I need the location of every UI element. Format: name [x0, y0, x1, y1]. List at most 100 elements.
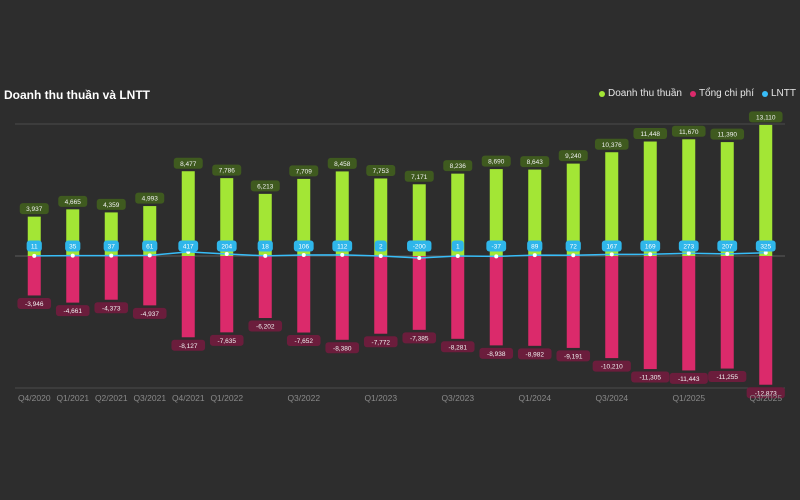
revenue-data-label-bg [327, 157, 357, 169]
cost-bar [643, 256, 657, 370]
cost-bar [720, 256, 734, 369]
profit-point [378, 253, 383, 258]
profit-point [224, 251, 229, 256]
profit-data-label: 89 [531, 244, 539, 251]
cost-data-label: -11,255 [716, 374, 738, 381]
revenue-bar [682, 139, 696, 256]
profit-data-label-bg [755, 240, 776, 252]
cost-data-label-bg [55, 305, 90, 317]
legend: Doanh thu thuần Tổng chi phí LNTT [599, 88, 796, 99]
profit-point [571, 253, 576, 258]
revenue-data-label-bg [250, 180, 280, 192]
profit-data-label-bg [717, 240, 738, 252]
profit-point [763, 250, 768, 255]
chart-title: Doanh thu thuần và LNTT [4, 88, 150, 102]
legend-item-revenue[interactable]: Doanh thu thuần [599, 88, 682, 99]
profit-data-label-bg [527, 240, 543, 252]
legend-item-profit[interactable]: LNTT [762, 88, 796, 99]
cost-data-label: -4,373 [102, 305, 121, 312]
revenue-data-label: 8,458 [334, 161, 351, 168]
cost-data-label-bg [363, 336, 398, 348]
cost-bar [605, 256, 619, 359]
revenue-data-label: 6,213 [257, 183, 274, 190]
x-tick-label: Q3/2022 [287, 393, 320, 403]
cost-bar [104, 256, 118, 300]
profit-data-label-bg [293, 240, 314, 252]
profit-data-label: 72 [570, 244, 578, 251]
profit-data-label-bg [678, 240, 699, 252]
profit-data-label-bg [103, 240, 119, 252]
cost-data-label-bg [517, 348, 552, 360]
revenue-data-label: 11,390 [718, 132, 738, 139]
profit-point [686, 251, 691, 256]
cost-data-label-bg [746, 387, 785, 399]
cost-data-label-bg [94, 302, 129, 314]
cost-bar [27, 256, 41, 296]
revenue-data-label: 9,240 [565, 153, 582, 160]
profit-data-label-bg [216, 240, 237, 252]
cost-data-label-bg [17, 297, 52, 309]
revenue-data-label: 4,359 [103, 202, 120, 209]
revenue-data-label-bg [710, 128, 745, 140]
cost-data-label: -4,937 [141, 311, 160, 318]
revenue-data-label-bg [173, 157, 203, 169]
legend-profit-label: LNTT [771, 88, 796, 99]
profit-data-label: 169 [645, 244, 656, 251]
profit-data-label: 204 [221, 244, 232, 251]
revenue-data-label: 7,753 [373, 168, 390, 175]
cost-bar [451, 256, 465, 339]
profit-point [417, 256, 422, 260]
revenue-bar [181, 171, 195, 256]
revenue-data-label-bg [58, 195, 88, 207]
x-tick-label: Q1/2021 [56, 393, 89, 403]
revenue-data-label: 11,670 [679, 129, 699, 136]
legend-profit-swatch [762, 90, 768, 97]
cost-bar [66, 256, 80, 303]
cost-data-label: -11,443 [678, 376, 700, 383]
revenue-data-label: 8,236 [450, 163, 467, 170]
revenue-data-label-bg [671, 125, 706, 137]
profit-point [263, 253, 268, 258]
revenue-bar [720, 142, 734, 256]
cost-data-label: -7,652 [295, 338, 314, 345]
cost-data-label: -7,635 [218, 338, 237, 345]
cost-data-label-bg [556, 350, 591, 362]
cost-bar [258, 256, 272, 319]
revenue-bar [605, 152, 619, 256]
legend-item-cost[interactable]: Tổng chi phí [689, 88, 754, 99]
cost-data-label: -3,946 [25, 301, 44, 308]
cost-data-label-bg [631, 371, 670, 383]
cost-bar [412, 256, 426, 330]
profit-data-label: 1 [456, 244, 460, 251]
profit-data-label: 11 [31, 244, 38, 251]
cost-bar [220, 256, 234, 333]
legend-cost-label: Tổng chi phí [698, 88, 754, 99]
cost-data-label: -12,873 [755, 390, 777, 397]
revenue-bar [528, 169, 542, 256]
revenue-data-label: 7,709 [296, 169, 313, 176]
revenue-data-label-bg [404, 170, 434, 182]
profit-data-label-bg [565, 240, 581, 252]
revenue-data-label-bg [481, 155, 511, 167]
cost-data-label: -11,305 [639, 375, 661, 382]
x-tick-label: Q1/2022 [210, 393, 243, 403]
revenue-bar [220, 178, 234, 256]
profit-data-label: 106 [298, 244, 309, 251]
profit-data-label: 61 [146, 244, 154, 251]
revenue-data-label: 4,993 [142, 196, 159, 203]
profit-data-label-bg [374, 240, 387, 252]
cost-data-label-bg [592, 360, 631, 372]
profit-data-label-bg [332, 240, 353, 252]
profit-point [494, 254, 499, 259]
x-tick-label: Q3/2023 [441, 393, 474, 403]
revenue-data-label-bg [135, 192, 165, 204]
cost-data-label: -8,938 [487, 351, 506, 358]
profit-data-label: 207 [722, 244, 733, 251]
cost-bar [297, 256, 311, 333]
profit-data-label-bg [601, 240, 622, 252]
revenue-data-label-bg [289, 165, 319, 177]
profit-data-label-bg [640, 240, 661, 252]
cost-data-label-bg [708, 371, 747, 383]
revenue-data-label-bg [96, 198, 126, 210]
